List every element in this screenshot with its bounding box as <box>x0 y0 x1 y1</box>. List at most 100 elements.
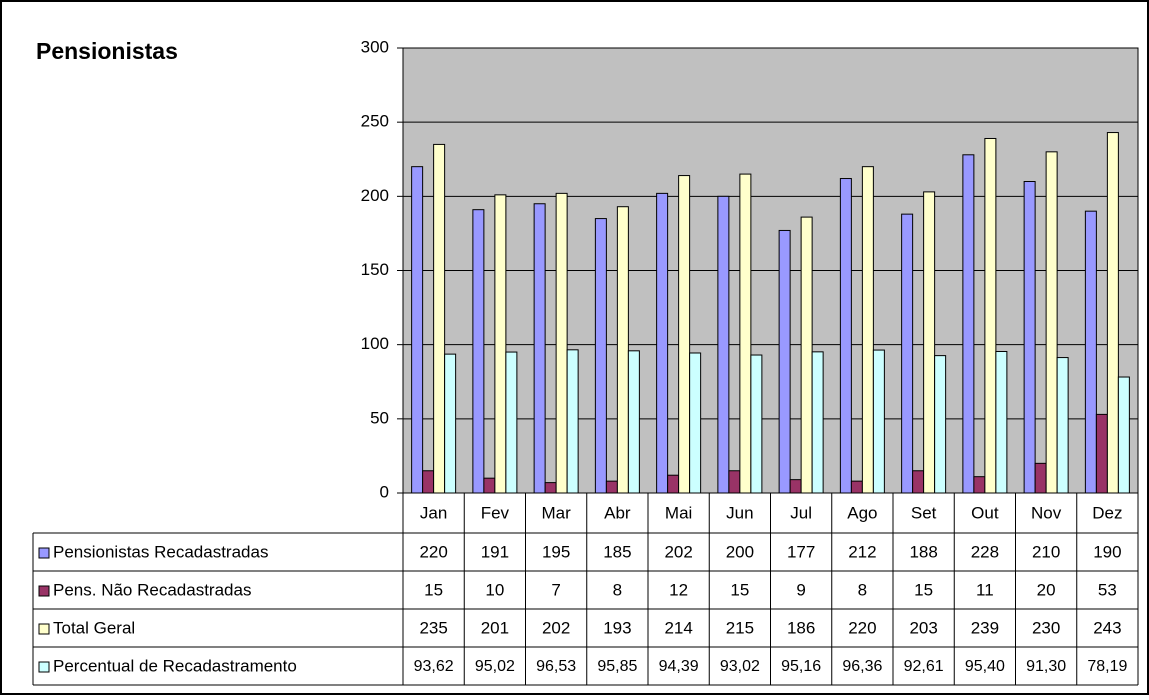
table-value: 12 <box>669 580 688 599</box>
bar <box>901 213 914 494</box>
x-tick-label: Fev <box>481 503 510 522</box>
x-tick-label: Mar <box>541 503 571 522</box>
table-value: 195 <box>542 542 570 561</box>
bar <box>505 351 518 494</box>
bar <box>850 480 863 494</box>
table-value: 10 <box>485 580 504 599</box>
legend-swatch <box>38 547 50 559</box>
bar <box>411 166 424 494</box>
table-value: 9 <box>796 580 805 599</box>
table-value: 95,16 <box>781 658 821 675</box>
table-value: 8 <box>858 580 867 599</box>
table-value: 7 <box>551 580 560 599</box>
x-tick-label: Mai <box>665 503 692 522</box>
x-tick-label: Dez <box>1092 503 1122 522</box>
table-value: 15 <box>424 580 443 599</box>
table-value: 96,53 <box>536 658 576 675</box>
y-tick-label: 100 <box>361 334 389 353</box>
x-tick-label: Jun <box>726 503 753 522</box>
bar <box>839 178 852 494</box>
table-value: 220 <box>419 542 447 561</box>
table-value: 212 <box>848 542 876 561</box>
x-tick-label: Ago <box>847 503 877 522</box>
bar <box>667 474 680 494</box>
table-value: 202 <box>664 542 692 561</box>
legend-swatch <box>38 661 50 673</box>
legend-label: Pensionistas Recadastradas <box>53 542 268 561</box>
bar <box>1056 357 1069 494</box>
bar <box>750 354 763 494</box>
bar <box>984 137 997 494</box>
table-value: 95,40 <box>965 658 1005 675</box>
bar <box>739 173 752 494</box>
table-value: 95,85 <box>597 658 637 675</box>
legend-label: Pens. Não Recadastradas <box>53 580 251 599</box>
bar <box>1095 413 1108 494</box>
bar <box>912 470 925 494</box>
x-tick-label: Jul <box>790 503 812 522</box>
table-value: 95,02 <box>475 658 515 675</box>
x-tick-label: Out <box>971 503 999 522</box>
x-tick-label: Abr <box>604 503 631 522</box>
x-tick-label: Set <box>911 503 937 522</box>
bar <box>656 192 669 494</box>
bar <box>962 154 975 494</box>
bar <box>800 216 813 494</box>
table-value: 220 <box>848 618 876 637</box>
table-value: 91,30 <box>1026 658 1066 675</box>
bar <box>872 349 885 494</box>
table-value: 186 <box>787 618 815 637</box>
table-value: 15 <box>730 580 749 599</box>
table-value: 202 <box>542 618 570 637</box>
bar <box>544 482 557 494</box>
y-tick-label: 50 <box>370 408 389 427</box>
bar <box>605 480 618 494</box>
x-tick-label: Jan <box>420 503 447 522</box>
bar <box>973 476 986 494</box>
legend-swatch <box>38 585 50 597</box>
bar <box>616 206 629 494</box>
bar <box>1034 462 1047 494</box>
table-value: 8 <box>613 580 622 599</box>
table-value: 193 <box>603 618 631 637</box>
bar <box>1023 181 1036 494</box>
y-tick-label: 200 <box>361 186 389 205</box>
table-value: 190 <box>1093 542 1121 561</box>
legend-label: Total Geral <box>53 618 135 637</box>
bar <box>533 203 546 494</box>
table-value: 191 <box>481 542 509 561</box>
bar <box>627 350 640 494</box>
bar <box>1106 132 1119 494</box>
bar <box>934 355 947 494</box>
y-tick-label: 300 <box>361 37 389 56</box>
legend-label: Percentual de Recadastramento <box>53 656 297 675</box>
bar <box>433 143 446 494</box>
table-value: 177 <box>787 542 815 561</box>
table-value: 96,36 <box>842 658 882 675</box>
bar <box>728 470 741 494</box>
table-value: 214 <box>664 618 692 637</box>
table-value: 200 <box>726 542 754 561</box>
table-value: 53 <box>1098 580 1117 599</box>
bar <box>778 229 791 494</box>
table-value: 93,02 <box>720 658 760 675</box>
table-value: 78,19 <box>1087 658 1127 675</box>
y-tick-label: 150 <box>361 260 389 279</box>
bar <box>861 166 874 494</box>
bar <box>472 209 485 494</box>
table-value: 235 <box>419 618 447 637</box>
table-value: 188 <box>909 542 937 561</box>
table-value: 215 <box>726 618 754 637</box>
x-tick-label: Nov <box>1031 503 1062 522</box>
table-value: 228 <box>971 542 999 561</box>
table-value: 94,39 <box>659 658 699 675</box>
bar <box>995 350 1008 494</box>
bar <box>1084 210 1097 494</box>
table-value: 185 <box>603 542 631 561</box>
table-value: 15 <box>914 580 933 599</box>
bar <box>483 477 496 494</box>
table-value: 20 <box>1037 580 1056 599</box>
bar <box>789 479 802 494</box>
table-value: 203 <box>909 618 937 637</box>
legend-swatch <box>38 623 50 635</box>
